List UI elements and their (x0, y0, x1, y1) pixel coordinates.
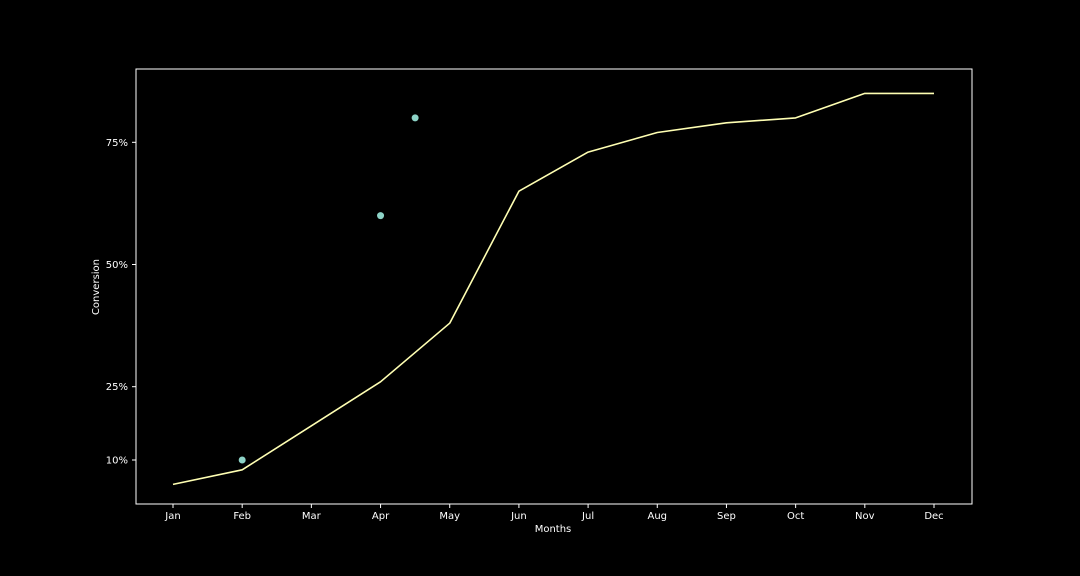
y-tick-label: 50% (106, 260, 128, 271)
scatter-point (238, 456, 246, 464)
x-axis: Jan Feb Mar Apr May Jun Jul Aug Sep Oct Nov Dec (164, 504, 944, 522)
x-tick-label: Jun (510, 511, 527, 522)
y-tick-label: 75% (106, 138, 128, 149)
x-axis-label: Months (535, 524, 572, 535)
scatter-point (377, 212, 385, 220)
x-tick-label: Oct (787, 511, 804, 522)
x-tick-label: Apr (372, 511, 390, 522)
x-tick-label: Mar (302, 511, 322, 522)
x-tick-label: Feb (233, 511, 251, 522)
x-tick-label: May (439, 511, 460, 522)
x-tick-label: Nov (855, 511, 875, 522)
y-axis: 10% 25% 50% 75% (106, 138, 136, 467)
scatter-point (411, 114, 419, 122)
y-axis-label: Conversion (91, 259, 102, 315)
x-tick-label: Sep (717, 511, 736, 522)
plot-marks (172, 92, 934, 486)
conversion-line (172, 92, 934, 486)
x-tick-label: Jan (164, 511, 180, 522)
y-tick-label: 10% (106, 456, 128, 467)
x-tick-label: Aug (648, 511, 668, 522)
plot-area-frame (135, 68, 973, 505)
x-tick-label: Dec (924, 511, 943, 522)
x-tick-label: Jul (581, 511, 594, 522)
y-tick-label: 25% (106, 382, 128, 393)
